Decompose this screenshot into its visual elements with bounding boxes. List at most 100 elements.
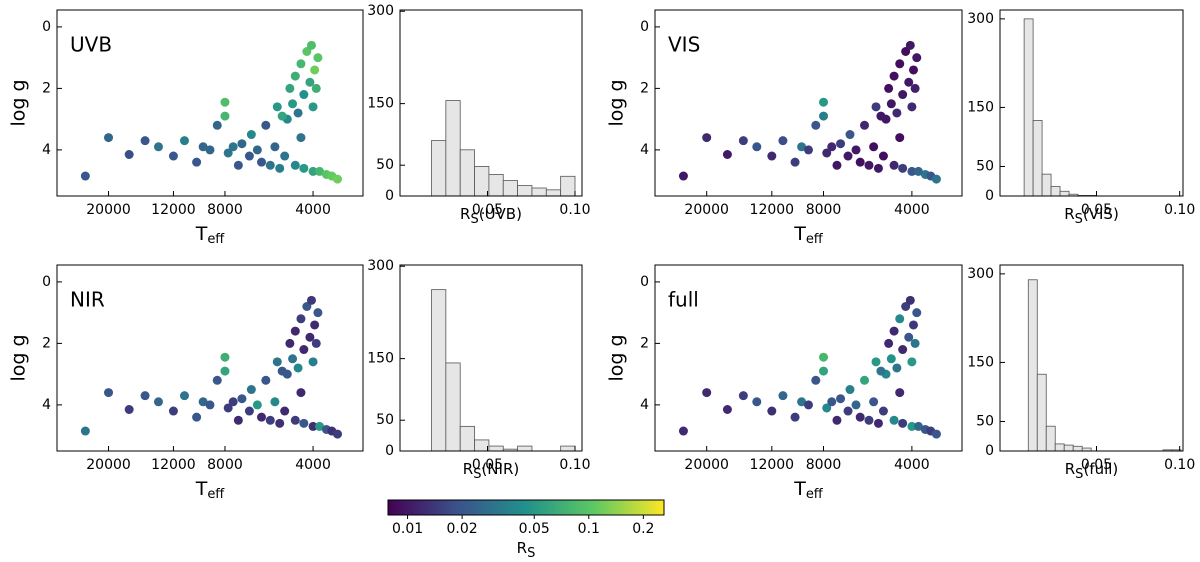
axis-label: Teff [793, 478, 824, 502]
point [905, 295, 915, 305]
y-tick-label: 4 [42, 397, 51, 413]
point [252, 145, 262, 155]
point [752, 397, 762, 407]
point [898, 163, 908, 173]
y-axis-label: log g [606, 334, 628, 381]
point [931, 429, 941, 439]
y-tick-label: 50 [376, 157, 394, 173]
x-tick-label: 8000 [806, 457, 842, 473]
point [819, 352, 829, 362]
point [140, 391, 150, 401]
point [310, 320, 320, 330]
y-tick-label: 0 [640, 19, 649, 35]
point [908, 320, 918, 330]
point [153, 142, 163, 152]
point [308, 357, 318, 367]
point [845, 130, 855, 140]
x-tick-label: 0.10 [559, 202, 590, 218]
bar [1041, 173, 1052, 197]
point [313, 308, 323, 318]
axis-label: Teff [195, 223, 226, 247]
point [311, 338, 321, 348]
point [811, 375, 821, 385]
point [889, 160, 899, 170]
point [244, 151, 254, 161]
point [332, 174, 342, 184]
bar [445, 100, 461, 197]
x-tick-label: 0.05 [1081, 202, 1112, 218]
point [832, 160, 842, 170]
point [306, 295, 316, 305]
y-tick-label: 50 [976, 158, 994, 174]
point [265, 415, 275, 425]
point [311, 83, 321, 93]
point [293, 108, 303, 118]
point [832, 415, 842, 425]
point [299, 163, 309, 173]
label-sub: S [473, 467, 481, 482]
y-tick-label: 150 [967, 99, 994, 115]
point [288, 354, 298, 364]
point [778, 391, 788, 401]
bar [1036, 373, 1047, 452]
x-tick-label: 4000 [894, 202, 930, 218]
point [198, 142, 208, 152]
bar [1032, 120, 1043, 197]
point [315, 421, 325, 431]
bar [517, 445, 533, 452]
point [678, 426, 688, 436]
label-sub: S [527, 546, 535, 561]
point [285, 83, 295, 93]
point [907, 421, 917, 431]
point [871, 102, 881, 112]
point [270, 397, 280, 407]
point [895, 59, 905, 69]
axis-label: Teff [195, 478, 226, 502]
point [296, 388, 306, 398]
point [869, 397, 879, 407]
panel-label: NIR [70, 288, 105, 312]
point [901, 302, 911, 312]
y-tick-label: 50 [976, 413, 994, 429]
y-tick-label: 0 [385, 188, 394, 204]
point [797, 142, 807, 152]
label-sub: eff [207, 232, 225, 247]
point [895, 133, 905, 143]
point [901, 47, 911, 57]
bar [517, 185, 533, 197]
point [864, 160, 874, 170]
bar [459, 149, 475, 197]
x-tick-label: 12000 [151, 202, 196, 218]
x-tick-label: 12000 [750, 457, 795, 473]
x-tick-label: 8000 [207, 202, 243, 218]
point [244, 406, 254, 416]
x-tick-label: 8000 [806, 202, 842, 218]
point [722, 404, 732, 414]
point [272, 357, 282, 367]
panel-label: VIS [668, 33, 700, 57]
point [104, 388, 114, 398]
y-tick-label: 300 [967, 266, 994, 282]
y-tick-label: 150 [967, 354, 994, 370]
point [913, 421, 923, 431]
label-base: T [793, 478, 806, 500]
x-tick-label: 12000 [151, 457, 196, 473]
point [898, 418, 908, 428]
y-tick-label: 300 [367, 258, 394, 274]
axes-frame [654, 264, 963, 452]
bar [1054, 443, 1065, 452]
y-tick-label: 2 [640, 335, 649, 351]
point [140, 136, 150, 146]
point [878, 151, 888, 161]
axis-label: RS(VIS) [1064, 205, 1119, 227]
bar [474, 439, 490, 452]
x-tick-label: 0.05 [472, 457, 503, 473]
axis-label: Teff [793, 223, 824, 247]
label-base: R [1065, 460, 1075, 478]
point [855, 412, 865, 422]
point [233, 160, 243, 170]
point [678, 171, 688, 181]
x-tick-label: 0.10 [1164, 457, 1195, 473]
point [843, 151, 853, 161]
point [179, 136, 189, 146]
